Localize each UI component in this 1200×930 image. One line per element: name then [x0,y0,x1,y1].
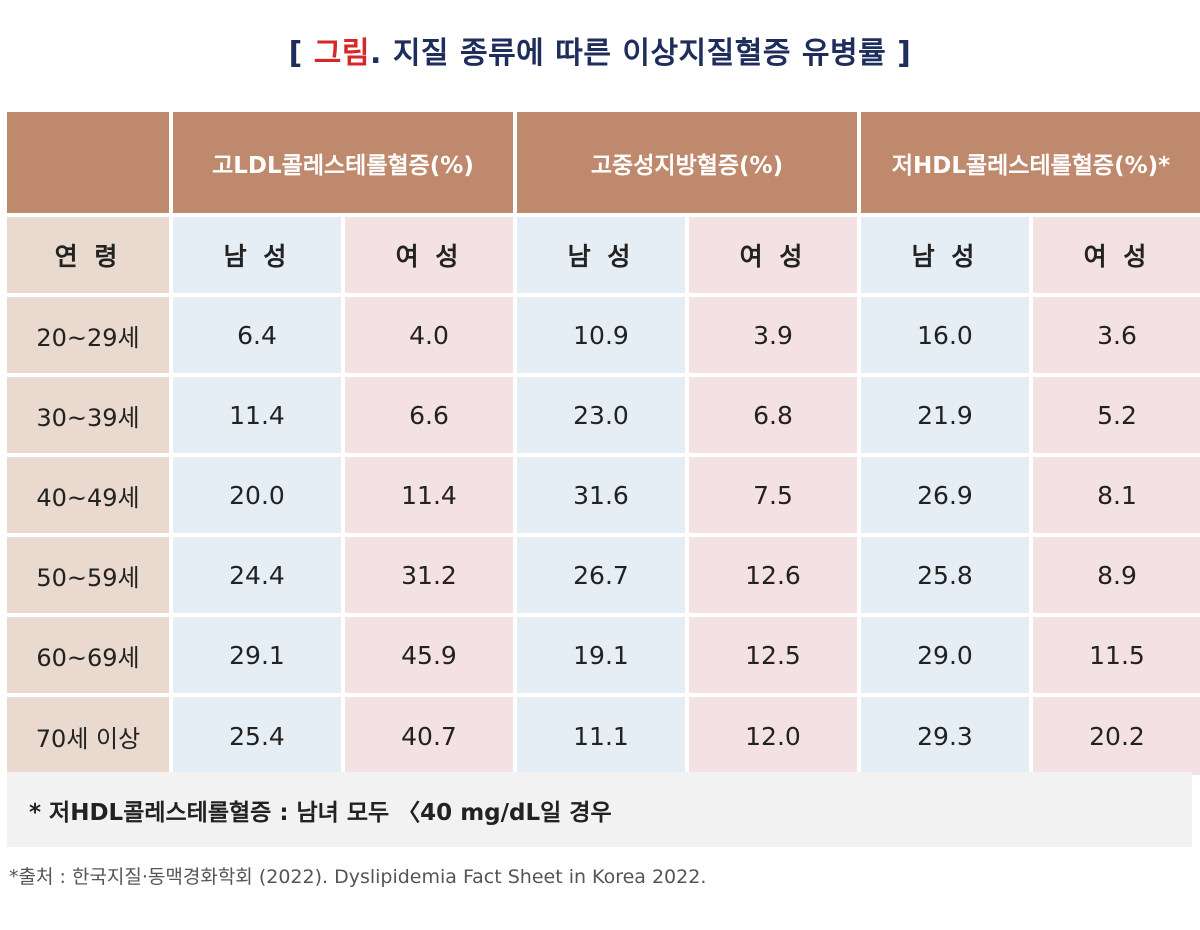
table-cell: 19.1 [517,617,685,693]
table-cell: 10.9 [517,297,685,373]
table-cell: 21.9 [861,377,1029,453]
table-cell: 29.3 [861,697,1029,775]
header-high-tg: 고중성지방혈증(%) [517,112,857,213]
row-age-label: 40~49세 [7,457,169,533]
sub-header-male: 남 성 [517,217,685,293]
table-cell: 29.1 [173,617,341,693]
table-cell: 5.2 [1033,377,1200,453]
table-cell: 24.4 [173,537,341,613]
table-cell: 6.6 [345,377,513,453]
sub-header-female: 여 성 [345,217,513,293]
table-cell: 26.7 [517,537,685,613]
prevalence-table: 고LDL콜레스테롤혈증(%) 고중성지방혈증(%) 저HDL콜레스테롤혈증(%)… [7,112,1200,775]
source-citation: *출처 : 한국지질·동맥경화학회 (2022). Dyslipidemia F… [9,866,707,888]
table-cell: 3.9 [689,297,857,373]
row-age-label: 20~29세 [7,297,169,373]
table-cell: 3.6 [1033,297,1200,373]
table-cell: 12.5 [689,617,857,693]
table-cell: 31.6 [517,457,685,533]
table-cell: 31.2 [345,537,513,613]
table-cell: 29.0 [861,617,1029,693]
table-cell: 23.0 [517,377,685,453]
header-high-ldl: 고LDL콜레스테롤혈증(%) [173,112,513,213]
table-cell: 11.1 [517,697,685,775]
table-cell: 16.0 [861,297,1029,373]
table-cell: 6.4 [173,297,341,373]
title-highlight: 그림 [313,36,370,71]
table-cell: 12.6 [689,537,857,613]
table-cell: 11.5 [1033,617,1200,693]
table-cell: 7.5 [689,457,857,533]
figure-title: [ 그림. 지질 종류에 따른 이상지질혈증 유병률 ] [0,28,1200,72]
table-cell: 20.2 [1033,697,1200,775]
table-cell: 26.9 [861,457,1029,533]
row-age-label: 50~59세 [7,537,169,613]
table-cell: 20.0 [173,457,341,533]
table-cell: 25.4 [173,697,341,775]
table-cell: 11.4 [173,377,341,453]
table-cell: 8.1 [1033,457,1200,533]
footnote-text: * 저HDL콜레스테롤혈증 : 남녀 모두 〈40 mg/dL일 경우 [29,799,612,826]
table-cell: 45.9 [345,617,513,693]
table-cell: 11.4 [345,457,513,533]
table-cell: 6.8 [689,377,857,453]
row-age-label: 60~69세 [7,617,169,693]
title-bracket: [ [288,36,314,71]
sub-header-male: 남 성 [173,217,341,293]
header-blank-cell [7,112,169,213]
table-cell: 4.0 [345,297,513,373]
table-cell: 8.9 [1033,537,1200,613]
title-rest: . 지질 종류에 따른 이상지질혈증 유병률 ] [369,36,912,71]
header-low-hdl: 저HDL콜레스테롤혈증(%)* [861,112,1200,213]
sub-header-female: 여 성 [689,217,857,293]
table-cell: 25.8 [861,537,1029,613]
footnote-box: * 저HDL콜레스테롤혈증 : 남녀 모두 〈40 mg/dL일 경우 [7,772,1192,847]
sub-header-female: 여 성 [1033,217,1200,293]
row-age-label: 30~39세 [7,377,169,453]
table-cell: 12.0 [689,697,857,775]
age-column-header: 연 령 [7,217,169,293]
row-age-label: 70세 이상 [7,697,169,775]
table-cell: 40.7 [345,697,513,775]
sub-header-male: 남 성 [861,217,1029,293]
